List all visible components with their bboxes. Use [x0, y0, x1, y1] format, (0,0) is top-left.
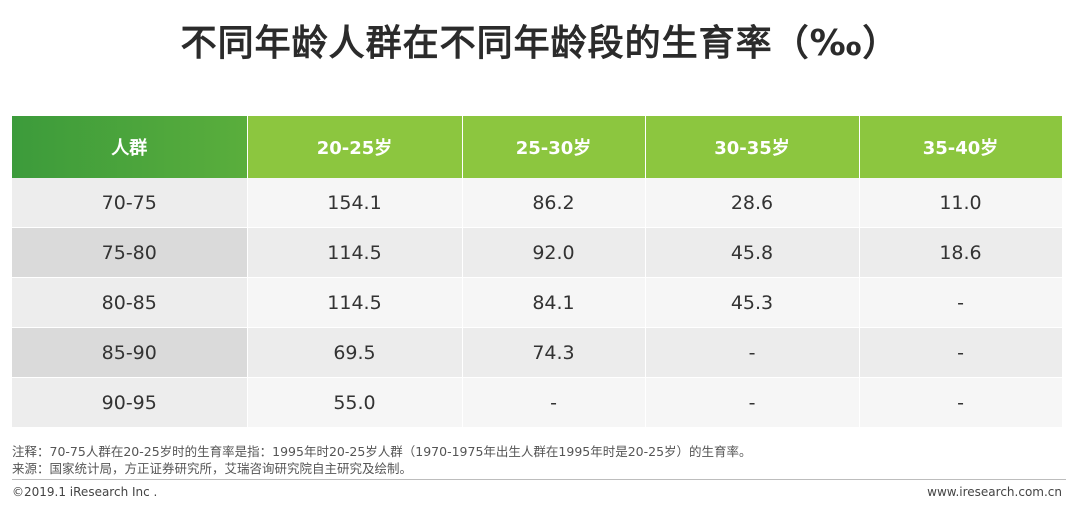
footnote: 注释：70-75人群在20-25岁时的生育率是指：1995年时20-25岁人群（… [12, 444, 752, 459]
table-cell: 55.0 [247, 377, 463, 428]
table-cell: - [645, 377, 860, 428]
table-row: 70-75 154.1 86.2 28.6 11.0 [12, 178, 1063, 228]
table-cell: 18.6 [859, 227, 1063, 278]
table-cell: 154.1 [247, 178, 463, 228]
row-label: 75-80 [12, 227, 248, 278]
table-row: 90-95 55.0 - - - [12, 377, 1063, 428]
table-cell: 86.2 [462, 178, 646, 228]
row-label: 80-85 [12, 277, 248, 328]
fertility-rate-table: 人群 20-25岁 25-30岁 30-35岁 35-40岁 70-75 154… [12, 116, 1063, 428]
row-label: 85-90 [12, 327, 248, 378]
table-row: 80-85 114.5 84.1 45.3 - [12, 277, 1063, 328]
table-cell: - [859, 277, 1063, 328]
table-cell: 45.8 [645, 227, 860, 278]
table-row: 75-80 114.5 92.0 45.8 18.6 [12, 227, 1063, 278]
table-cell: 84.1 [462, 277, 646, 328]
table-cell: - [859, 377, 1063, 428]
column-header: 30-35岁 [645, 116, 860, 178]
copyright: ©2019.1 iResearch Inc . [12, 485, 158, 499]
table-cell: - [462, 377, 646, 428]
table-cell: 114.5 [247, 227, 463, 278]
table-header-row: 人群 20-25岁 25-30岁 30-35岁 35-40岁 [12, 116, 1063, 178]
table-cell: 114.5 [247, 277, 463, 328]
source-note: 来源：国家统计局，方正证券研究所，艾瑞咨询研究院自主研究及绘制。 [12, 461, 413, 476]
column-header: 20-25岁 [247, 116, 463, 178]
row-label: 90-95 [12, 377, 248, 428]
page-title: 不同年龄人群在不同年龄段的生育率（‰） [180, 23, 900, 64]
website-link[interactable]: www.iresearch.com.cn [927, 485, 1062, 499]
table-cell: 45.3 [645, 277, 860, 328]
column-header: 人群 [12, 116, 248, 178]
table-cell: 92.0 [462, 227, 646, 278]
table-row: 85-90 69.5 74.3 - - [12, 327, 1063, 378]
table-cell: - [645, 327, 860, 378]
column-header: 35-40岁 [859, 116, 1063, 178]
footer-divider [12, 479, 1066, 480]
table-cell: 11.0 [859, 178, 1063, 228]
table-cell: - [859, 327, 1063, 378]
row-label: 70-75 [12, 178, 248, 228]
table-cell: 74.3 [462, 327, 646, 378]
table-cell: 69.5 [247, 327, 463, 378]
table-cell: 28.6 [645, 178, 860, 228]
column-header: 25-30岁 [462, 116, 646, 178]
